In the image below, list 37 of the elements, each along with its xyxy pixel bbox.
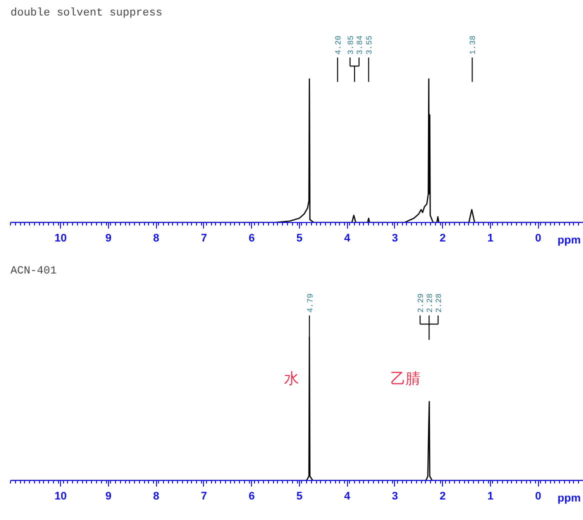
x-tick-label: 9 <box>105 232 112 244</box>
chart-title: double solvent suppress <box>10 8 162 20</box>
text: 4.20 <box>334 35 344 55</box>
text: 4.79 <box>306 293 316 313</box>
text: 3.85 <box>347 35 356 55</box>
x-tick-label: 0 <box>535 490 542 502</box>
x-tick-label: 4 <box>344 232 352 244</box>
x-tick-label: 2 <box>440 490 446 502</box>
x-tick-label: 9 <box>105 490 112 502</box>
x-tick-label: 10 <box>54 490 67 502</box>
x-tick-label: 8 <box>153 490 160 502</box>
x-tick-label: 1 <box>487 232 494 244</box>
x-tick-label: 1 <box>487 490 494 502</box>
x-tick-label: 7 <box>200 490 207 502</box>
x-tick-label: 4 <box>344 490 352 502</box>
x-tick-label: 10 <box>54 232 67 244</box>
text: 1.38 <box>469 35 478 55</box>
annotation: 水 <box>284 370 299 388</box>
x-tick-label: 6 <box>248 490 255 502</box>
text: 3.55 <box>366 35 375 55</box>
x-axis-title: ppm <box>558 492 581 504</box>
x-tick-label: 3 <box>392 232 398 244</box>
x-tick-label: 3 <box>392 490 398 502</box>
x-tick-label: 7 <box>200 232 207 244</box>
chart-title: ACN-401 <box>10 266 58 278</box>
annotation: 乙腈 <box>390 370 420 388</box>
x-tick-label: 2 <box>440 232 446 244</box>
x-tick-label: 0 <box>535 232 542 244</box>
x-tick-label: 8 <box>153 232 160 244</box>
text: 2.28 <box>426 293 436 313</box>
x-tick-label: 6 <box>248 232 255 244</box>
text: 3.84 <box>356 35 366 55</box>
text: 2.28 <box>435 293 444 313</box>
text: 2.29 <box>417 293 426 313</box>
x-tick-label: 5 <box>296 232 302 244</box>
x-tick-label: 5 <box>296 490 302 502</box>
x-axis-title: ppm <box>558 234 581 246</box>
